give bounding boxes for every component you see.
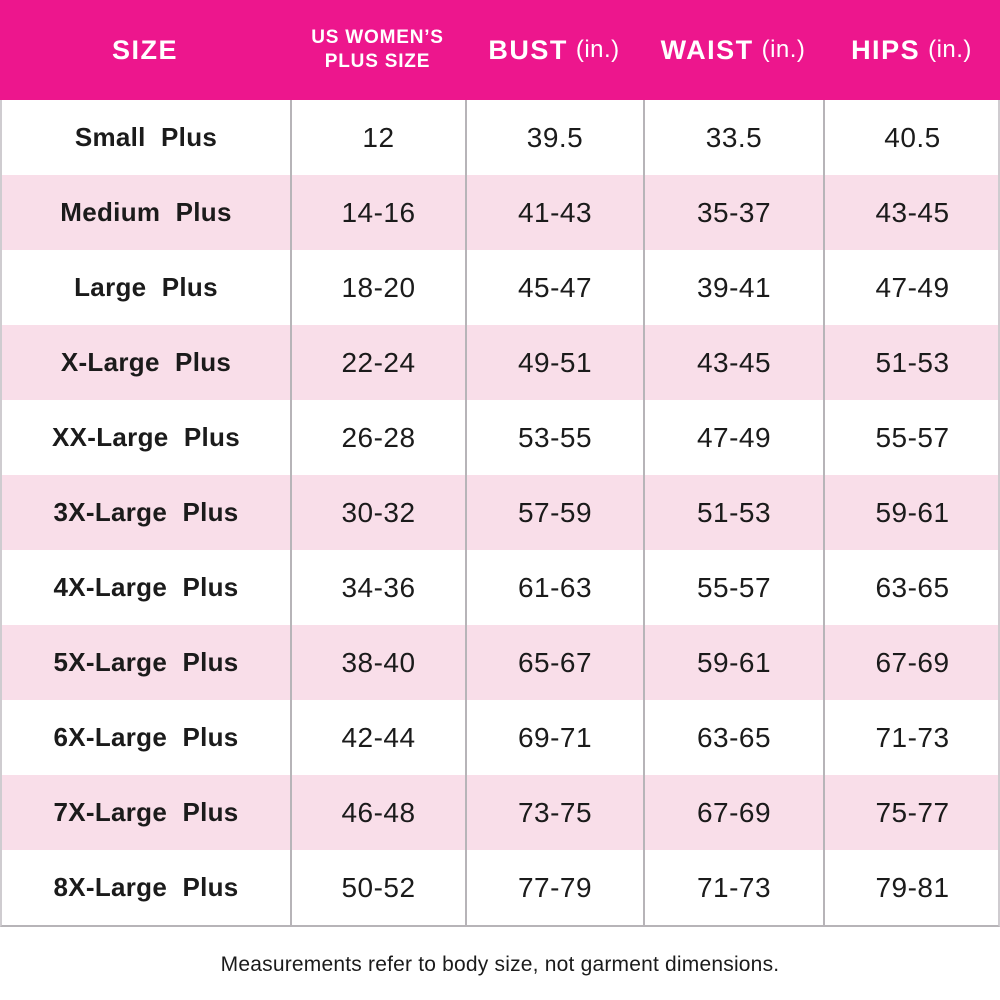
- hips-cell: 75-77: [823, 775, 1000, 850]
- bust-column-label: BUST: [488, 34, 568, 65]
- waist-cell: 55-57: [643, 550, 823, 625]
- waist-cell: 51-53: [643, 475, 823, 550]
- waist-cell: 33.5: [643, 100, 823, 175]
- size-name-cell: 5X-Large Plus: [53, 647, 239, 677]
- hips-cell: 47-49: [823, 250, 1000, 325]
- table-row: XX-Large Plus 26-28 53-55 47-49 55-57: [2, 400, 998, 475]
- bust-cell: 49-51: [465, 325, 643, 400]
- size-name-cell: 4X-Large Plus: [53, 572, 239, 602]
- us-plus-size-cell: 18-20: [290, 250, 465, 325]
- us-plus-size-cell: 30-32: [290, 475, 465, 550]
- waist-cell: 47-49: [643, 400, 823, 475]
- bust-cell: 65-67: [465, 625, 643, 700]
- waist-cell: 67-69: [643, 775, 823, 850]
- table-body: Small Plus 12 39.5 33.5 40.5 Medium Plus…: [0, 100, 1000, 927]
- table-row: 5X-Large Plus 38-40 65-67 59-61 67-69: [2, 625, 998, 700]
- bust-cell: 73-75: [465, 775, 643, 850]
- waist-cell: 71-73: [643, 850, 823, 925]
- bust-column-unit: (in.): [575, 36, 620, 63]
- size-name-cell: XX-Large Plus: [52, 422, 240, 452]
- us-plus-size-cell: 12: [290, 100, 465, 175]
- waist-column-unit: (in.): [761, 36, 806, 63]
- table-row: Medium Plus 14-16 41-43 35-37 43-45: [2, 175, 998, 250]
- bust-cell: 69-71: [465, 700, 643, 775]
- waist-cell: 39-41: [643, 250, 823, 325]
- hips-cell: 43-45: [823, 175, 1000, 250]
- table-header-row: SIZE US WOMEN’S PLUS SIZE BUST (in.) WAI…: [0, 0, 1000, 100]
- bust-cell: 77-79: [465, 850, 643, 925]
- waist-cell: 63-65: [643, 700, 823, 775]
- hips-cell: 40.5: [823, 100, 1000, 175]
- bust-cell: 45-47: [465, 250, 643, 325]
- bust-cell: 39.5: [465, 100, 643, 175]
- bust-cell: 57-59: [465, 475, 643, 550]
- us-plus-size-cell: 50-52: [290, 850, 465, 925]
- size-name-cell: 3X-Large Plus: [53, 497, 239, 527]
- header-cell-size: SIZE: [0, 0, 290, 100]
- hips-cell: 79-81: [823, 850, 1000, 925]
- table-row: 4X-Large Plus 34-36 61-63 55-57 63-65: [2, 550, 998, 625]
- table-row: 8X-Large Plus 50-52 77-79 71-73 79-81: [2, 850, 998, 925]
- us-plus-size-cell: 22-24: [290, 325, 465, 400]
- hips-column-label: HIPS: [851, 34, 921, 65]
- size-name-cell: 7X-Large Plus: [53, 797, 239, 827]
- table-row: X-Large Plus 22-24 49-51 43-45 51-53: [2, 325, 998, 400]
- us-plus-size-column-label: US WOMEN’S PLUS SIZE: [311, 27, 444, 72]
- waist-column-label: WAIST: [660, 34, 754, 65]
- header-cell-bust: BUST (in.): [465, 0, 643, 100]
- hips-cell: 51-53: [823, 325, 1000, 400]
- size-name-cell: 6X-Large Plus: [53, 722, 239, 752]
- hips-cell: 63-65: [823, 550, 1000, 625]
- us-plus-size-cell: 14-16: [290, 175, 465, 250]
- header-cell-us-plus-size: US WOMEN’S PLUS SIZE: [290, 0, 465, 100]
- table-row: 6X-Large Plus 42-44 69-71 63-65 71-73: [2, 700, 998, 775]
- bust-cell: 41-43: [465, 175, 643, 250]
- us-plus-size-cell: 46-48: [290, 775, 465, 850]
- hips-cell: 59-61: [823, 475, 1000, 550]
- bust-cell: 61-63: [465, 550, 643, 625]
- hips-cell: 71-73: [823, 700, 1000, 775]
- table-row: 3X-Large Plus 30-32 57-59 51-53 59-61: [2, 475, 998, 550]
- hips-cell: 67-69: [823, 625, 1000, 700]
- waist-cell: 35-37: [643, 175, 823, 250]
- us-plus-size-cell: 26-28: [290, 400, 465, 475]
- us-plus-size-cell: 38-40: [290, 625, 465, 700]
- size-name-cell: 8X-Large Plus: [53, 872, 239, 902]
- waist-cell: 43-45: [643, 325, 823, 400]
- header-cell-waist: WAIST (in.): [643, 0, 823, 100]
- table-row: 7X-Large Plus 46-48 73-75 67-69 75-77: [2, 775, 998, 850]
- measurement-footnote: Measurements refer to body size, not gar…: [220, 952, 780, 976]
- size-column-label: SIZE: [111, 34, 178, 65]
- size-name-cell: Small Plus: [74, 122, 218, 152]
- waist-cell: 59-61: [643, 625, 823, 700]
- table-row: Large Plus 18-20 45-47 39-41 47-49: [2, 250, 998, 325]
- hips-cell: 55-57: [823, 400, 1000, 475]
- size-name-cell: Large Plus: [74, 272, 218, 302]
- size-name-cell: X-Large Plus: [60, 347, 232, 377]
- size-name-cell: Medium Plus: [60, 197, 232, 227]
- table-row: Small Plus 12 39.5 33.5 40.5: [2, 100, 998, 175]
- hips-column-unit: (in.): [928, 36, 972, 63]
- us-plus-size-cell: 42-44: [290, 700, 465, 775]
- header-cell-hips: HIPS (in.): [823, 0, 1000, 100]
- us-plus-size-cell: 34-36: [290, 550, 465, 625]
- bust-cell: 53-55: [465, 400, 643, 475]
